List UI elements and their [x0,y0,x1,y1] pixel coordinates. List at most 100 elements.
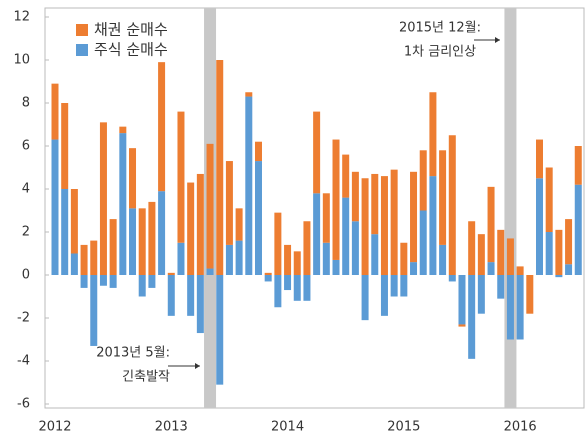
legend-label: 채권 순매수 [94,21,168,39]
bar [516,266,524,275]
x-tick-label: 2016 [504,420,537,435]
bar [216,275,224,385]
bar [148,275,156,288]
bar [477,234,485,275]
bar [410,171,418,263]
y-tick-label: -6 [17,397,30,412]
bar [545,232,553,275]
bar [264,275,272,282]
bar [303,275,311,301]
y-tick-label: 4 [22,182,30,197]
y-tick-label: 0 [22,268,30,283]
bar [574,146,582,185]
bar [90,275,98,346]
bar [506,275,514,340]
y-tick-label: 12 [13,10,30,25]
bar [187,182,195,275]
bar [555,275,563,278]
bar [167,275,175,316]
bar [158,191,166,275]
bar [245,92,253,97]
legend-swatch [76,44,88,56]
y-tick-label: 8 [22,96,30,111]
bar [448,275,456,282]
bar [506,238,514,275]
bar [536,139,543,179]
bar [400,275,408,297]
bar [458,275,466,325]
bar [70,189,78,254]
bar [284,244,292,275]
bar [526,275,534,314]
bar [429,176,437,275]
bar [129,148,137,209]
bar [322,193,330,243]
bar [99,122,107,275]
bar [410,262,418,275]
bar [138,208,146,275]
highlight-band [504,8,517,408]
bar [119,133,127,275]
bar [400,242,408,275]
bar [351,171,359,222]
bar [487,262,495,275]
bar [574,184,582,275]
bar [61,103,69,189]
bar [361,178,369,275]
bar [313,193,321,275]
bar [516,275,524,340]
bar [497,229,505,275]
bar [196,275,204,334]
bar [80,275,88,288]
bar [429,92,437,177]
y-tick-label: -4 [17,354,30,369]
bar [468,275,476,359]
annotation: 2013년 5월: [96,346,170,361]
bar [380,275,388,316]
bar [439,244,447,275]
bar [342,154,350,198]
bar [187,275,195,316]
bar [565,264,573,275]
arrow-head [495,37,500,43]
bar [322,242,330,275]
bar [148,201,156,275]
y-tick-label: 2 [22,225,30,240]
bar [332,139,340,260]
bar [129,208,137,275]
bar [216,60,224,275]
bar [419,150,427,211]
bar [390,169,398,275]
plot-frame [44,7,585,409]
bar [371,234,379,275]
bar [158,62,166,192]
bar [468,221,476,275]
bar [196,173,204,275]
bar [51,139,59,275]
bar [458,324,466,327]
legend-swatch [76,24,88,36]
bar [545,167,553,232]
bar [361,275,369,321]
bar [487,186,495,263]
bar [109,275,117,288]
y-tick-label: -2 [17,311,30,326]
bar [390,275,398,297]
bar [303,221,311,275]
bar [70,253,78,275]
bar [167,272,175,275]
bar [99,275,107,286]
x-tick-label: 2014 [271,420,304,435]
bar [245,96,253,275]
bar [274,275,282,308]
arrow-head [195,363,200,369]
bar [225,244,233,275]
bar [497,275,505,299]
legend-label: 주식 순매수 [94,41,168,59]
bar [332,259,340,275]
bar [565,219,573,265]
bar [225,161,233,245]
x-tick-label: 2015 [387,420,420,435]
bar [235,240,243,275]
bar [264,272,272,275]
